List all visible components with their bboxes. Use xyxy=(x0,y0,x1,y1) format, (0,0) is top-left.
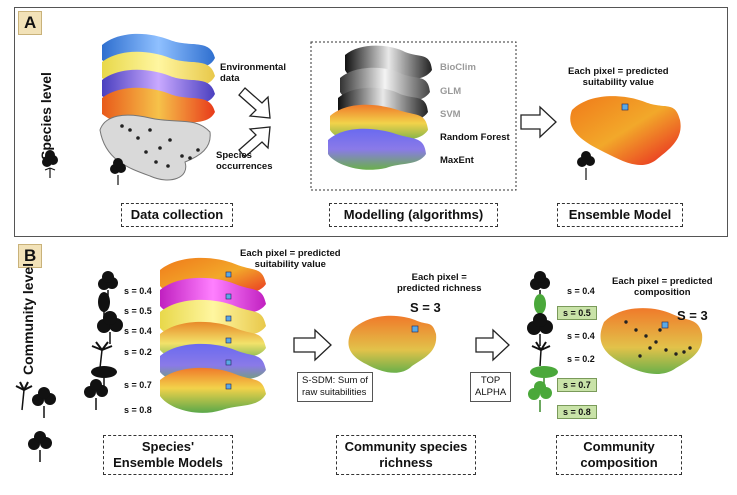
s-value: s = 0.2 xyxy=(567,354,595,364)
richness-box: Community species richness xyxy=(336,435,476,475)
s-value: s = 0.7 xyxy=(124,380,152,390)
selected-s-value: s = 0.8 xyxy=(557,405,597,419)
composition-map xyxy=(600,308,703,375)
richness-value: S = 3 xyxy=(410,300,441,315)
s-value: s = 0.5 xyxy=(124,306,152,316)
ssdm-box: S-SDM: Sum of raw suitabilities xyxy=(297,372,373,402)
each-pixel-richness-label: Each pixel = predicted richness xyxy=(397,272,482,294)
s-value: s = 0.2 xyxy=(124,347,152,357)
each-pixel-composition-label: Each pixel = predicted composition xyxy=(612,276,713,298)
ensemble-model-box: Ensemble Model xyxy=(557,203,683,227)
algo-bioclim: BioClim xyxy=(440,62,476,73)
arrow-icon xyxy=(475,328,510,362)
arrow-icon xyxy=(238,126,271,158)
composition-richness-value: S = 3 xyxy=(677,308,708,323)
tree-icon xyxy=(32,387,56,418)
tree-icon xyxy=(98,271,118,300)
species-model-layer xyxy=(160,367,266,413)
pixel-marker xyxy=(621,103,629,111)
each-pixel-label: Each pixel = predicted suitability value xyxy=(568,66,669,88)
data-collection-box: Data collection xyxy=(121,203,233,227)
algo-svm: SVM xyxy=(440,109,461,120)
occurrence-map xyxy=(99,114,211,181)
model-layer-color xyxy=(328,128,426,170)
arrow-icon xyxy=(238,87,271,119)
tree-icon xyxy=(110,158,126,185)
s-value: s = 0.8 xyxy=(124,405,152,415)
species-ensemble-box: Species' Ensemble Models xyxy=(103,435,233,475)
s-value: s = 0.4 xyxy=(567,286,595,296)
each-pixel-suitability-label: Each pixel = predicted suitability value xyxy=(240,248,341,270)
tree-icon xyxy=(530,271,550,300)
occurrences-label: Species occurrences xyxy=(216,150,273,172)
s-value: s = 0.4 xyxy=(567,331,595,341)
palm-icon xyxy=(15,381,33,411)
tree-icon xyxy=(577,151,595,180)
tree-icon xyxy=(42,150,58,178)
selected-s-value: s = 0.7 xyxy=(557,378,597,392)
tree-icon xyxy=(28,431,52,462)
modelling-box: Modelling (algorithms) xyxy=(329,203,498,227)
richness-map xyxy=(348,315,437,373)
pixel-marker xyxy=(661,321,669,329)
ensemble-map xyxy=(570,96,681,166)
top-alpha-box: TOP ALPHA xyxy=(470,372,512,402)
algo-glm: GLM xyxy=(440,86,462,97)
algo-maxent: MaxEnt xyxy=(440,155,474,166)
panel-b-side-label: Community level xyxy=(20,262,36,375)
composition-box: Community composition xyxy=(556,435,682,475)
s-value: s = 0.4 xyxy=(124,286,152,296)
palm-icon xyxy=(531,341,551,367)
arrow-icon xyxy=(520,105,557,139)
tree-icon xyxy=(84,379,108,410)
tree-icon xyxy=(528,381,552,412)
tree-icon xyxy=(97,311,123,344)
s-value: s = 0.4 xyxy=(124,326,152,336)
arrow-icon xyxy=(293,328,332,362)
pixel-marker xyxy=(411,325,419,333)
tree-icon xyxy=(527,313,553,346)
algo-random-forest: Random Forest xyxy=(440,132,510,143)
modelling-frame xyxy=(310,41,517,191)
panel-b-letter: B xyxy=(18,244,43,268)
palm-icon xyxy=(91,341,113,369)
selected-s-value: s = 0.5 xyxy=(557,306,597,320)
pixel-markers xyxy=(225,271,232,390)
env-data-label: Environmental data xyxy=(220,62,286,84)
panel-a-letter: A xyxy=(18,11,43,35)
